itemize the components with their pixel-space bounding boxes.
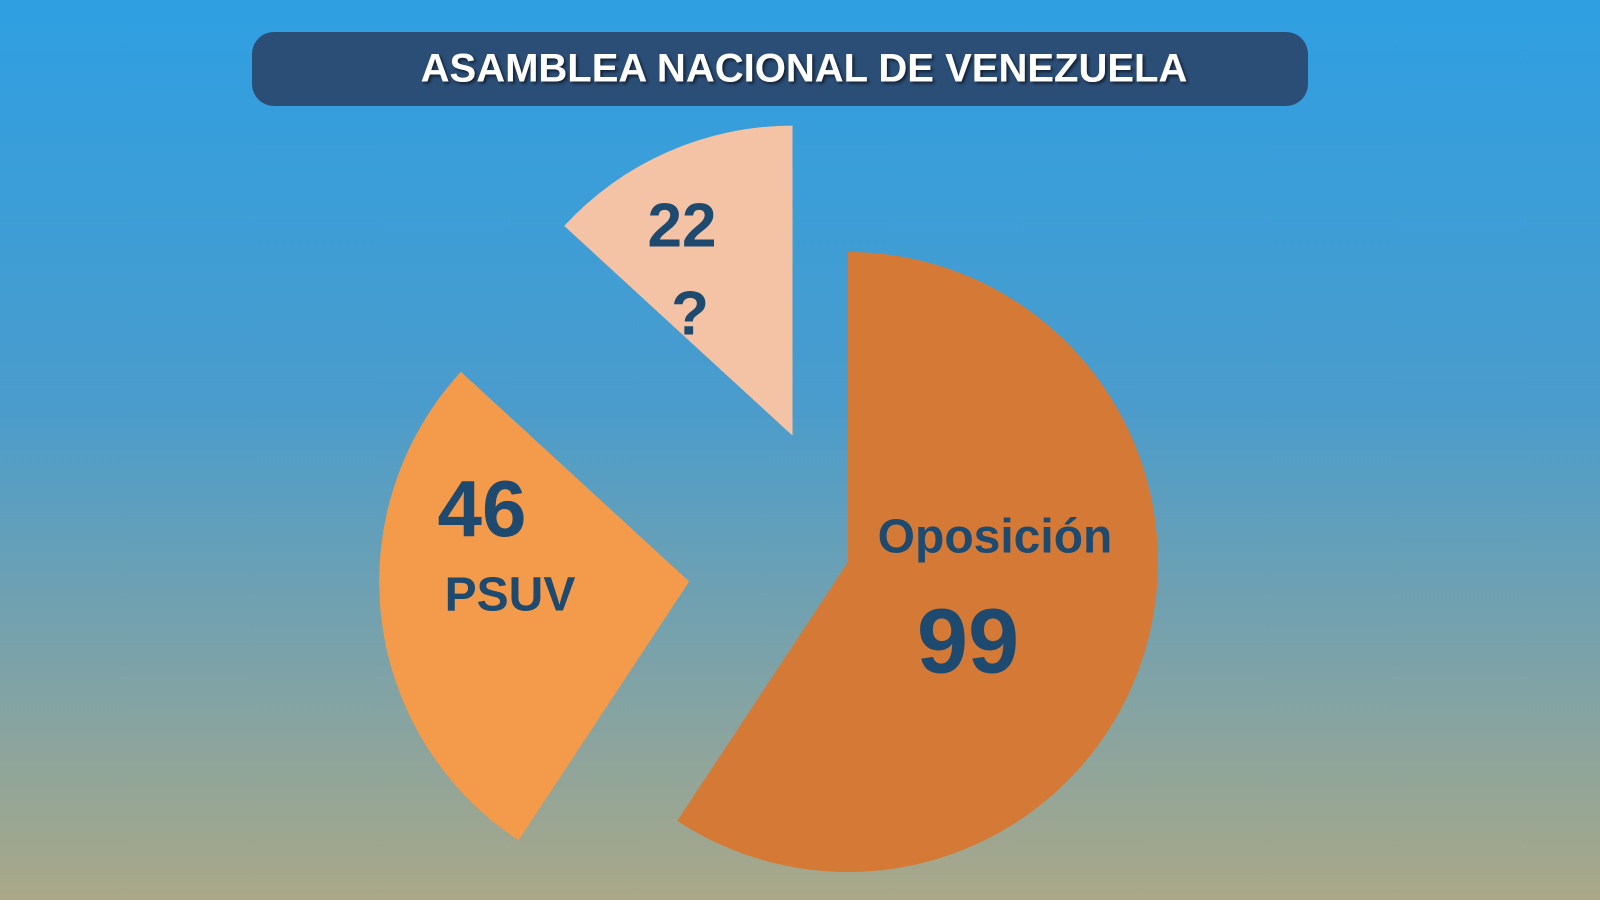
slice-value: 99: [917, 590, 1019, 692]
slice-name: Oposición: [878, 511, 1113, 564]
slice-name: ?: [671, 279, 709, 348]
slice-name: PSUV: [445, 569, 576, 622]
pie: Oposición 99 PSUV 46? 22: [379, 125, 1158, 872]
slice-value: 46: [438, 464, 527, 553]
pie-slice: [379, 371, 690, 841]
slice-value: 22: [648, 191, 717, 260]
chart-title: ASAMBLEA NACIONAL DE VENEZUELA: [421, 47, 1188, 91]
pie-slice: [564, 125, 793, 436]
title-bar: [252, 32, 1308, 106]
pie-slice: [677, 252, 1158, 872]
